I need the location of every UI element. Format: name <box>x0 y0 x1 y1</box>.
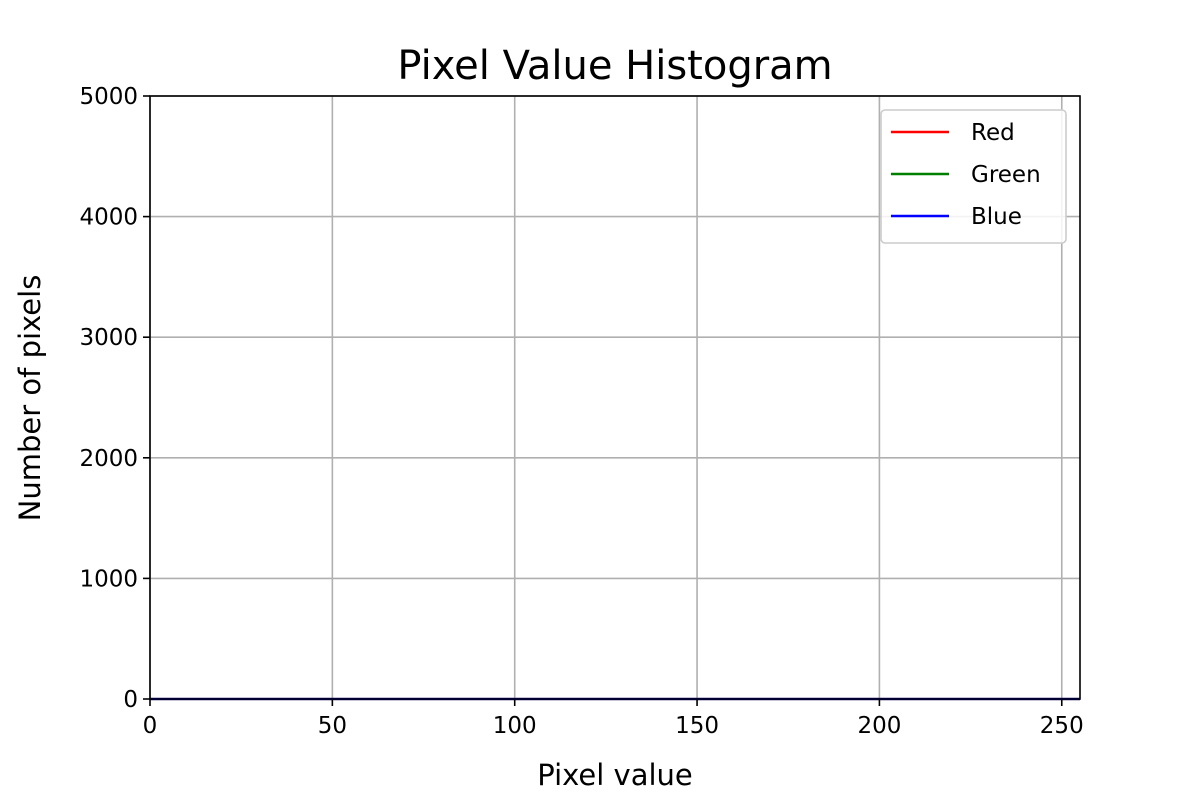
x-axis-label: Pixel value <box>537 758 693 792</box>
x-tick-label: 50 <box>318 713 347 739</box>
y-tick-label: 2000 <box>79 446 138 472</box>
y-tick-label: 5000 <box>79 84 138 110</box>
axis-ticks: 0 50 100 150 200 250 0 1000 2000 3000 4000 5000 <box>79 84 1083 739</box>
plot-frame <box>149 95 1081 700</box>
y-tick-label: 3000 <box>79 325 138 351</box>
x-tick-label: 150 <box>675 713 719 739</box>
legend-label-blue: Blue <box>971 204 1022 230</box>
y-axis-label: Number of pixels <box>13 275 47 522</box>
x-tick-label: 250 <box>1040 713 1084 739</box>
y-tick-label: 1000 <box>79 566 138 592</box>
y-tick-label: 0 <box>123 687 138 713</box>
chart-title: Pixel Value Histogram <box>397 43 832 89</box>
x-tick-label: 0 <box>143 713 158 739</box>
x-tick-label: 100 <box>493 713 537 739</box>
legend-box <box>880 109 1067 244</box>
y-tick-label: 4000 <box>79 205 138 231</box>
x-tick-label: 200 <box>857 713 901 739</box>
legend-label-green: Green <box>971 162 1041 188</box>
legend: Red Green Blue <box>880 109 1067 244</box>
legend-label-red: Red <box>971 120 1015 146</box>
